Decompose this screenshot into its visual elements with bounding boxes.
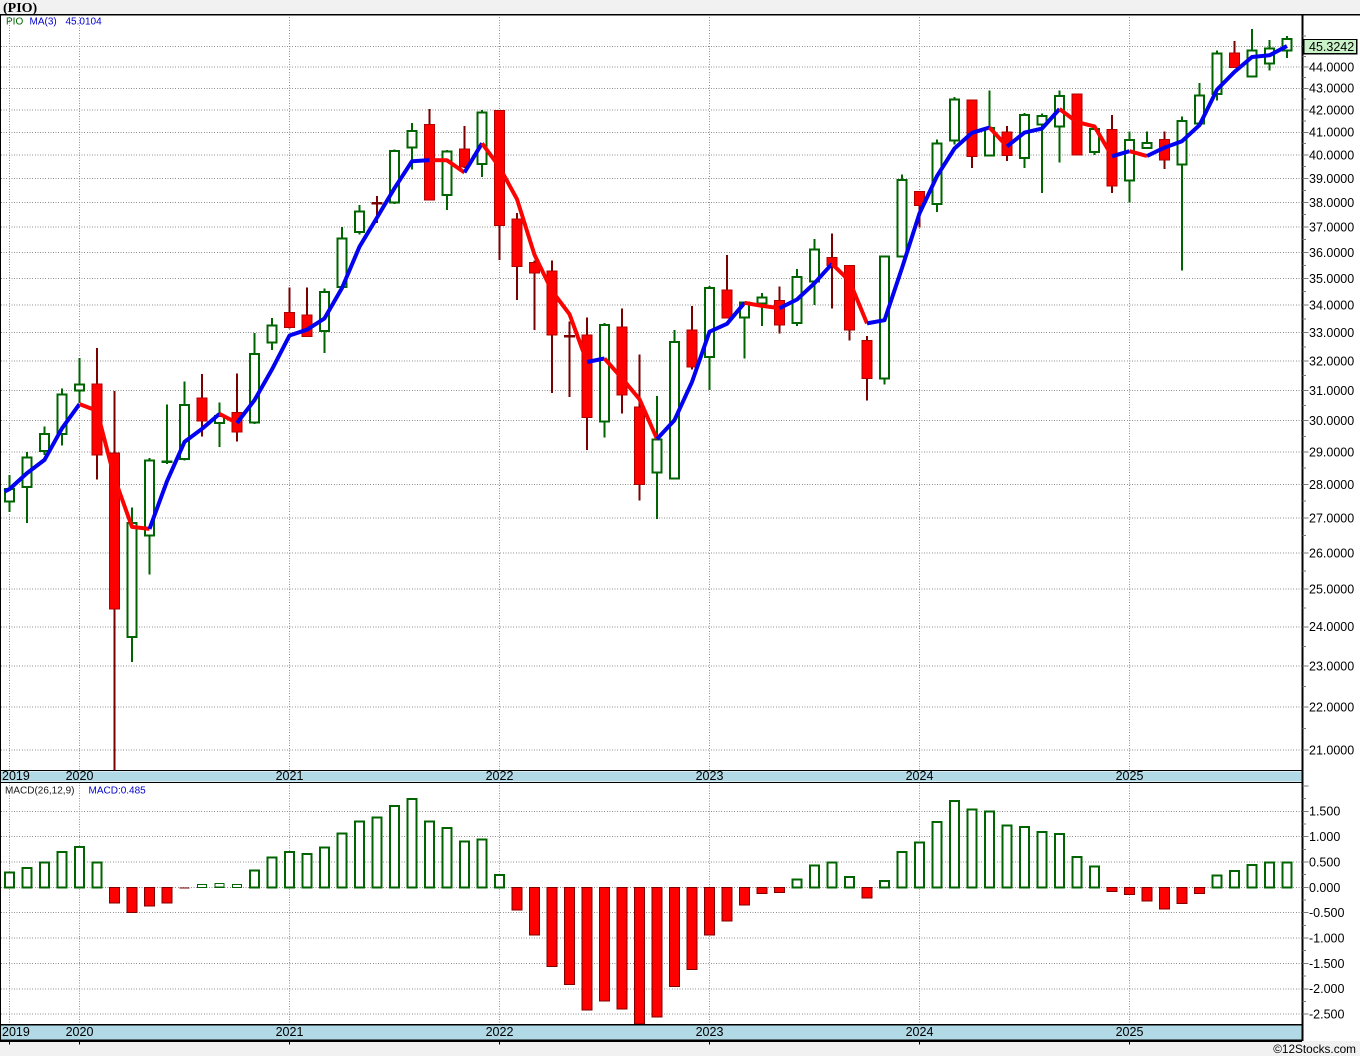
svg-text:31.0000: 31.0000 <box>1309 384 1354 398</box>
svg-text:1.500: 1.500 <box>1309 805 1340 819</box>
svg-text:2022: 2022 <box>486 769 514 783</box>
svg-text:2021: 2021 <box>276 1025 304 1039</box>
svg-text:25.0000: 25.0000 <box>1309 583 1354 597</box>
svg-text:2023: 2023 <box>696 769 724 783</box>
svg-text:©12Stocks.com: ©12Stocks.com <box>1273 1042 1356 1056</box>
svg-text:-0.500: -0.500 <box>1309 906 1344 920</box>
svg-text:35.0000: 35.0000 <box>1309 272 1354 286</box>
svg-text:28.0000: 28.0000 <box>1309 478 1354 492</box>
svg-text:33.0000: 33.0000 <box>1309 326 1354 340</box>
svg-text:1.000: 1.000 <box>1309 830 1340 844</box>
svg-text:2025: 2025 <box>1116 1025 1144 1039</box>
svg-text:2024: 2024 <box>906 769 934 783</box>
svg-text:2024: 2024 <box>906 1025 934 1039</box>
svg-text:-1.500: -1.500 <box>1309 957 1344 971</box>
svg-text:27.0000: 27.0000 <box>1309 511 1354 525</box>
svg-text:43.0000: 43.0000 <box>1309 82 1354 96</box>
svg-text:39.0000: 39.0000 <box>1309 172 1354 186</box>
svg-text:45.0104: 45.0104 <box>66 17 103 28</box>
svg-text:32.0000: 32.0000 <box>1309 355 1354 369</box>
svg-text:2019: 2019 <box>2 769 30 783</box>
svg-text:-2.000: -2.000 <box>1309 982 1344 996</box>
svg-text:0.500: 0.500 <box>1309 855 1340 869</box>
svg-text:41.0000: 41.0000 <box>1309 126 1354 140</box>
svg-text:-2.500: -2.500 <box>1309 1008 1344 1022</box>
svg-text:34.0000: 34.0000 <box>1309 299 1354 313</box>
svg-text:24.0000: 24.0000 <box>1309 620 1354 634</box>
svg-text:MA(3): MA(3) <box>30 17 57 28</box>
svg-text:26.0000: 26.0000 <box>1309 546 1354 560</box>
svg-text:2020: 2020 <box>66 769 94 783</box>
svg-text:29.0000: 29.0000 <box>1309 446 1354 460</box>
svg-text:2022: 2022 <box>486 1025 514 1039</box>
svg-text:2019: 2019 <box>2 1025 30 1039</box>
svg-text:0.000: 0.000 <box>1309 881 1340 895</box>
svg-text:30.0000: 30.0000 <box>1309 414 1354 428</box>
svg-text:44.0000: 44.0000 <box>1309 60 1354 74</box>
svg-text:MACD(26,12,9): MACD(26,12,9) <box>5 786 74 797</box>
svg-text:PIO: PIO <box>6 17 23 28</box>
svg-text:2020: 2020 <box>66 1025 94 1039</box>
svg-text:45.3242: 45.3242 <box>1309 40 1354 54</box>
svg-text:23.0000: 23.0000 <box>1309 660 1354 674</box>
svg-text:(PIO): (PIO) <box>3 1 38 16</box>
svg-text:21.0000: 21.0000 <box>1309 744 1354 758</box>
svg-text:-1.000: -1.000 <box>1309 932 1344 946</box>
svg-text:36.0000: 36.0000 <box>1309 246 1354 260</box>
svg-text:2023: 2023 <box>696 1025 724 1039</box>
svg-text:2021: 2021 <box>276 769 304 783</box>
svg-text:40.0000: 40.0000 <box>1309 149 1354 163</box>
svg-text:38.0000: 38.0000 <box>1309 196 1354 210</box>
svg-text:37.0000: 37.0000 <box>1309 221 1354 235</box>
svg-text:42.0000: 42.0000 <box>1309 103 1354 117</box>
svg-text:MACD:0.485: MACD:0.485 <box>89 786 147 797</box>
svg-text:2025: 2025 <box>1116 769 1144 783</box>
svg-text:22.0000: 22.0000 <box>1309 701 1354 715</box>
